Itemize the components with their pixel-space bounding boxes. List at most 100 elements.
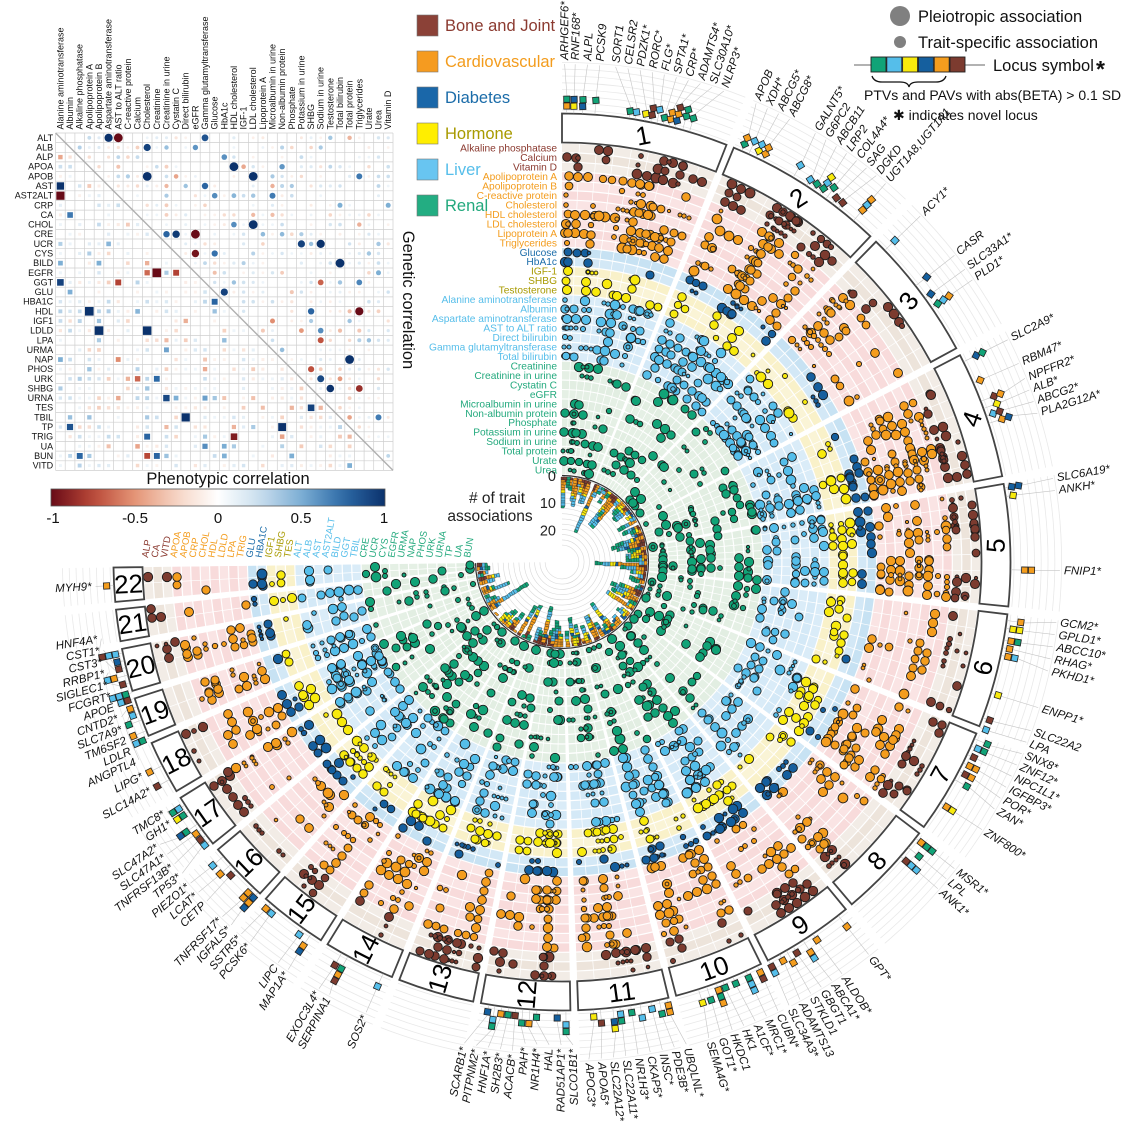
svg-text:Cystatin C: Cystatin C [510,380,557,391]
svg-text:Phosphate: Phosphate [508,418,557,429]
svg-text:LDL cholesterol: LDL cholesterol [248,67,258,129]
svg-text:Phenotypic correlation: Phenotypic correlation [146,470,309,488]
svg-text:Direct bilirubin: Direct bilirubin [181,72,191,129]
svg-text:APOB: APOB [178,531,193,559]
svg-text:SORT1: SORT1 [611,24,627,63]
svg-text:APOA5*: APOA5* [595,1061,610,1106]
svg-text:CHOL: CHOL [197,531,212,559]
svg-text:BILD: BILD [330,536,345,559]
svg-text:CA: CA [41,210,54,220]
svg-text:HDL: HDL [35,306,53,316]
svg-text:PAH*: PAH* [517,1047,531,1076]
svg-text:Vitamin D: Vitamin D [513,163,557,174]
svg-text:URK: URK [34,374,53,384]
svg-text:CYS: CYS [35,249,54,259]
svg-text:ALB: ALB [301,539,315,559]
svg-text:CHOL: CHOL [28,220,53,230]
svg-text:IGF-1: IGF-1 [531,267,557,278]
svg-text:HbA1c: HbA1c [526,257,557,268]
svg-text:Lipoprotein A: Lipoprotein A [498,229,558,240]
svg-text:VITD: VITD [159,535,174,558]
svg-text:22: 22 [113,568,143,599]
svg-text:5: 5 [980,538,1011,554]
svg-text:CRE: CRE [358,537,372,559]
svg-text:EGFR: EGFR [28,268,54,278]
svg-text:TES: TES [36,403,54,413]
svg-text:HAL: HAL [543,1049,556,1072]
svg-text:URMA: URMA [396,528,412,558]
svg-text:6: 6 [967,657,1000,678]
svg-text:Alanine aminotransferase: Alanine aminotransferase [441,295,557,306]
svg-text:Sodium in urine: Sodium in urine [486,437,557,448]
svg-text:Gamma glutamyltransferase: Gamma glutamyltransferase [200,16,210,129]
svg-text:Apolipoprotein A: Apolipoprotein A [483,172,557,183]
svg-text:ANKH*: ANKH* [1057,479,1096,496]
svg-text:TRIG: TRIG [32,432,54,442]
svg-text:NAP: NAP [35,355,54,365]
svg-text:AST2ALT: AST2ALT [15,191,54,201]
svg-text:1: 1 [380,510,388,527]
svg-text:Hormone: Hormone [445,125,513,143]
svg-text:Apolipoprotein B: Apolipoprotein B [94,63,104,129]
svg-text:SHBG: SHBG [273,530,289,558]
svg-text:APOC3*: APOC3* [583,1062,597,1108]
svg-text:LPA: LPA [225,539,239,559]
svg-text:Direct bilirubin: Direct bilirubin [492,333,557,344]
svg-text:Phosphate: Phosphate [287,86,297,129]
svg-text:Aspartate aminotransferase: Aspartate aminotransferase [432,314,557,325]
svg-text:Liver: Liver [445,161,481,179]
svg-text:LDLD: LDLD [30,326,54,336]
svg-text:20: 20 [123,648,158,684]
svg-text:C-reactive protein: C-reactive protein [123,58,133,129]
svg-text:20: 20 [540,523,556,539]
svg-text:RAD51AP1*: RAD51AP1* [555,1048,567,1112]
svg-text:10: 10 [540,496,556,512]
svg-text:Microalbumin in urine: Microalbumin in urine [268,44,278,130]
svg-text:APOA: APOA [28,162,53,172]
svg-text:MYH9*: MYH9* [55,581,93,595]
svg-text:ALB: ALB [36,143,53,153]
svg-text:VITD: VITD [33,461,54,471]
svg-text:Calcium: Calcium [133,97,143,130]
svg-text:URMA: URMA [27,345,54,355]
svg-text:Total protein: Total protein [345,80,355,129]
svg-text:LDL cholesterol: LDL cholesterol [487,219,557,230]
svg-text:URNA: URNA [28,393,54,403]
svg-text:Microalbumin in urine: Microalbumin in urine [460,399,557,410]
svg-text:TP: TP [443,545,456,559]
svg-text:# of trait: # of trait [469,490,526,507]
svg-text:LDLD: LDLD [216,533,231,559]
svg-text:-1: -1 [46,510,59,527]
svg-text:URNA: URNA [434,529,450,558]
svg-text:Lipoprotein A: Lipoprotein A [258,77,268,130]
svg-text:eGFR: eGFR [530,390,557,401]
svg-text:Sodium in urine: Sodium in urine [316,67,326,130]
svg-text:Glucose: Glucose [520,248,558,259]
svg-text:Renal: Renal [445,197,488,215]
svg-text:GGT: GGT [339,536,353,558]
svg-text:Total protein: Total protein [502,447,558,458]
svg-text:CELSR2: CELSR2 [623,19,641,66]
svg-text:LPA: LPA [37,335,53,345]
svg-text:SH2B3*: SH2B3* [489,1052,506,1095]
svg-text:Vitamin D: Vitamin D [383,90,393,129]
svg-text:ALPL: ALPL [582,32,595,62]
svg-text:AST to ALT ratio: AST to ALT ratio [483,324,557,335]
svg-text:Triglycerides: Triglycerides [500,238,557,249]
svg-text:HBA1C: HBA1C [23,297,54,307]
svg-text:HDL cholesterol: HDL cholesterol [229,66,239,130]
svg-text:associations: associations [447,508,533,525]
svg-text:-0.5: -0.5 [122,510,148,527]
svg-text:Bone and Joint: Bone and Joint [445,17,556,35]
svg-text:Cholesterol: Cholesterol [142,84,152,130]
svg-text:SLCO1B1*: SLCO1B1* [568,1048,581,1105]
svg-text:11: 11 [606,975,637,1008]
svg-text:12: 12 [511,979,543,1010]
svg-text:Urea: Urea [535,466,557,477]
svg-text:NAP: NAP [405,537,419,558]
svg-text:0.5: 0.5 [291,510,312,527]
svg-text:UA: UA [453,543,466,559]
svg-text:TBIL: TBIL [34,412,53,422]
svg-text:BUN: BUN [34,451,53,461]
svg-text:AST: AST [36,181,54,191]
